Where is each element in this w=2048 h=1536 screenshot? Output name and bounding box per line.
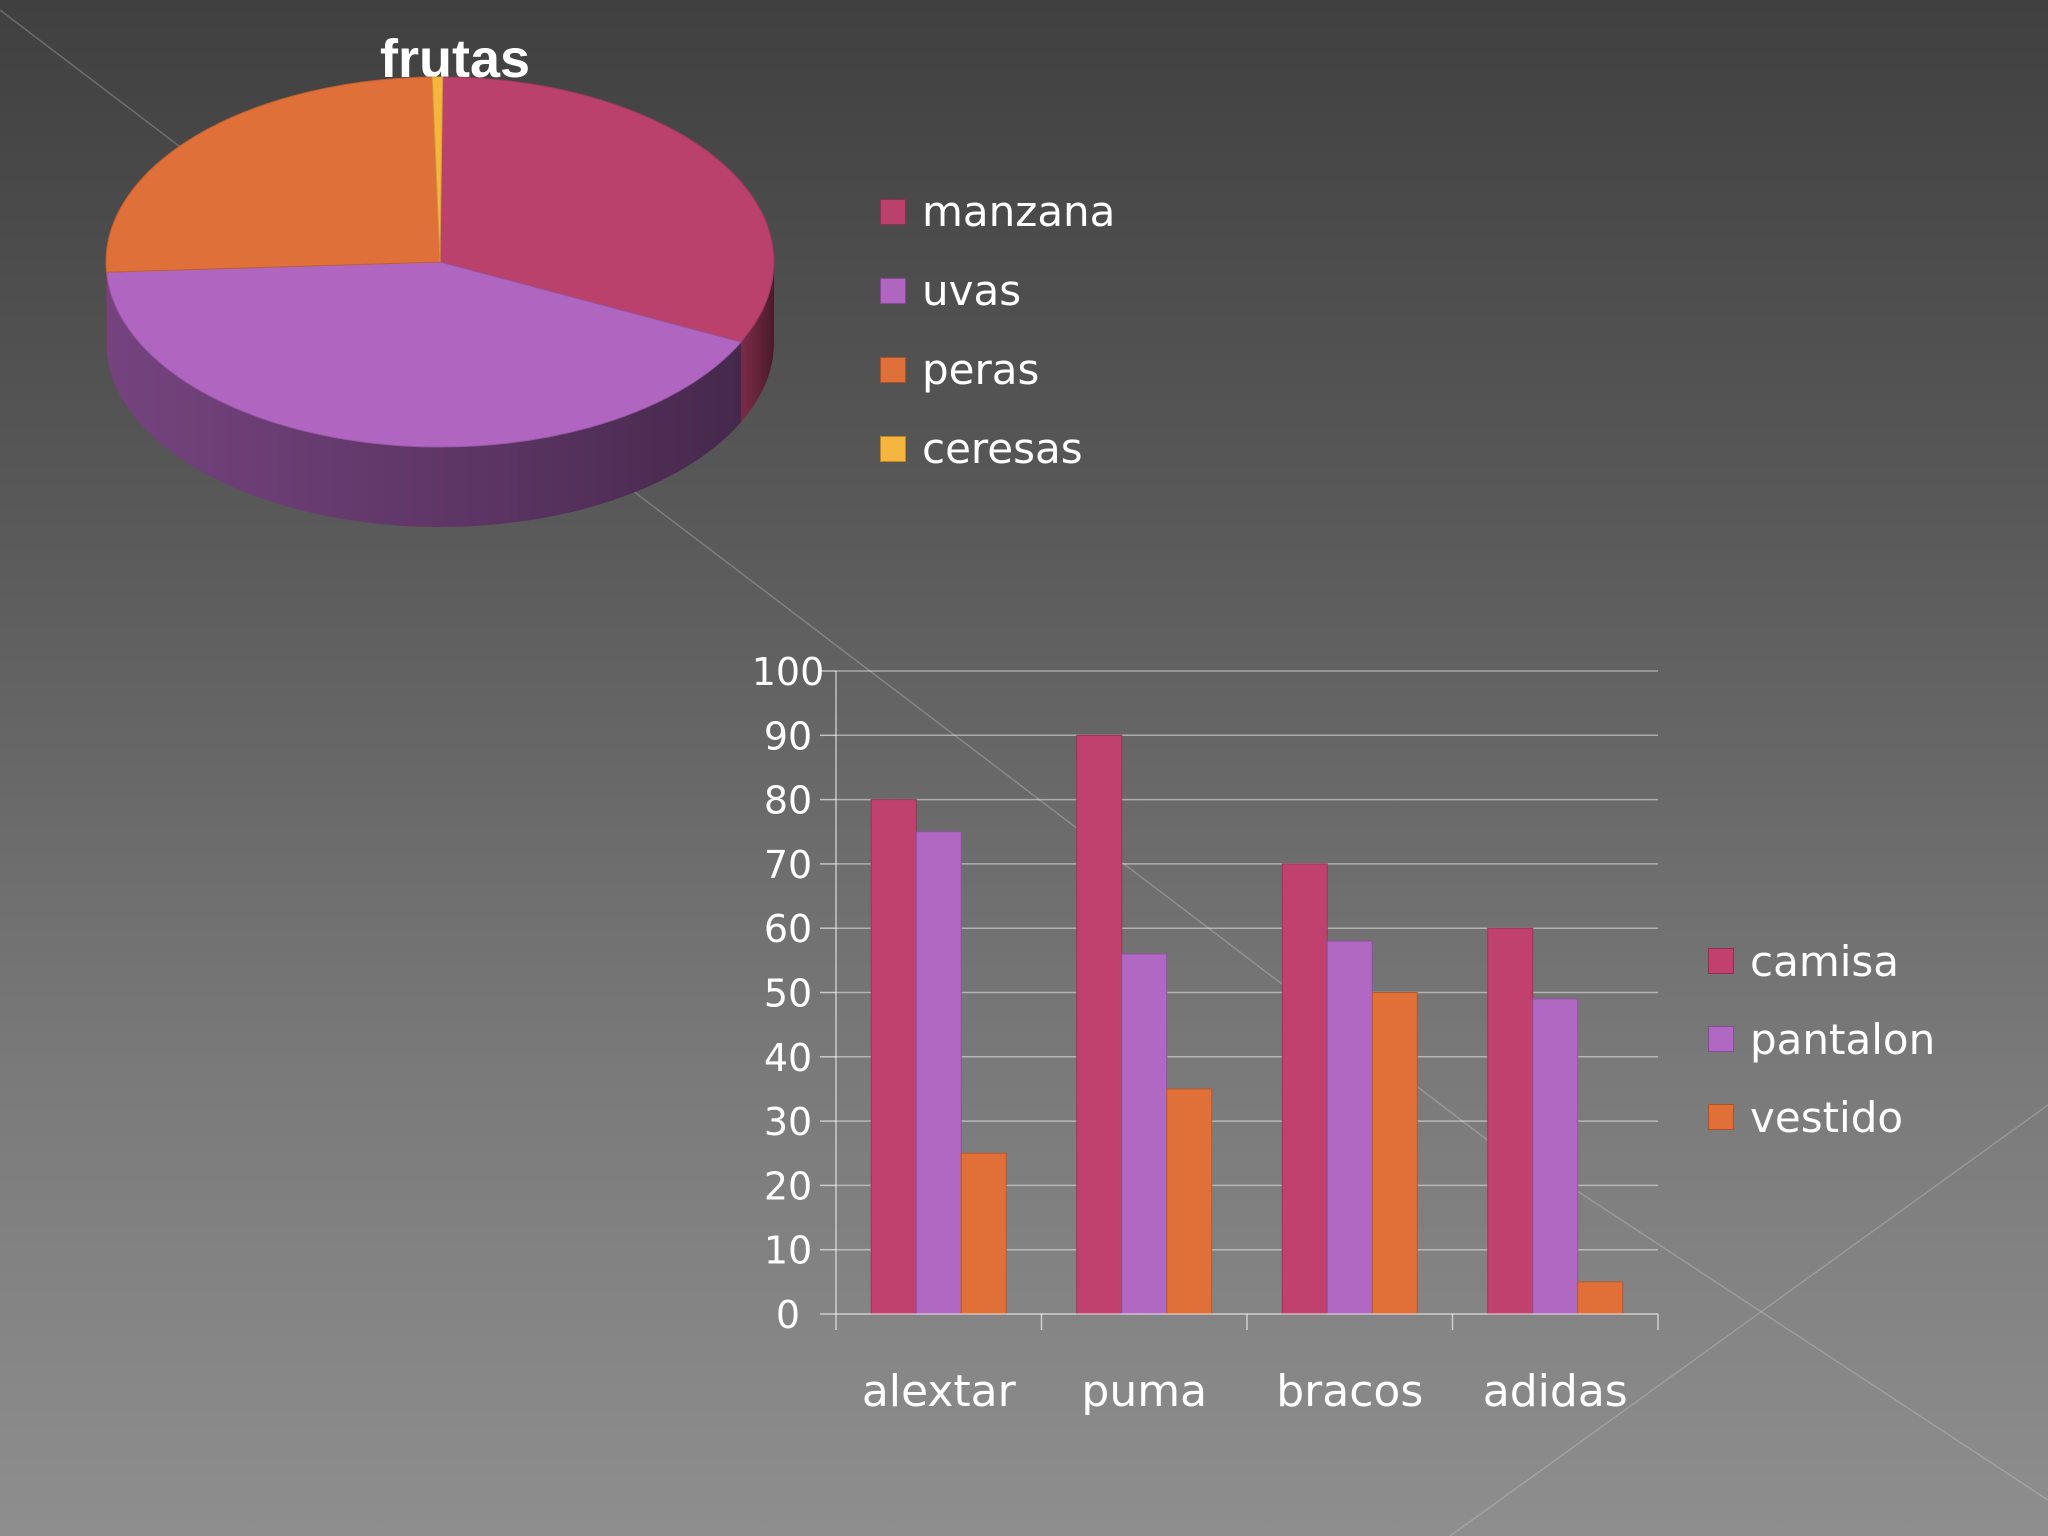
- x-tick-label-alextar: alextar: [862, 1366, 1017, 1417]
- pie-legend-item-uvas: uvas: [880, 251, 1115, 330]
- y-tick-label-30: 30: [764, 1100, 812, 1144]
- bar-legend-item-vestido: vestido: [1708, 1078, 1935, 1156]
- bar-legend-label: camisa: [1750, 936, 1900, 986]
- y-tick-label-0: 0: [776, 1293, 800, 1337]
- pie-legend-swatch: [880, 277, 906, 304]
- x-tick-label-puma: puma: [1081, 1366, 1207, 1417]
- x-tick-label-bracos: bracos: [1276, 1366, 1423, 1417]
- pie-slice-peras: [105, 76, 441, 273]
- y-tick-label-50: 50: [764, 972, 812, 1016]
- y-tick-label-40: 40: [764, 1036, 812, 1080]
- pie-slice-manzana: [439, 76, 775, 343]
- bar-legend-swatch: [1708, 948, 1734, 974]
- y-tick-label-100: 100: [752, 650, 825, 694]
- pie-side-shade-uvas: [106, 272, 742, 528]
- pie-legend: manzana uvas peras ceresas: [880, 172, 1115, 488]
- pie-slice-uvas: [105, 261, 742, 448]
- pie-side-shade-manzana: [741, 262, 775, 423]
- pie-slice-ceresas: [431, 76, 444, 263]
- y-tick-label-80: 80: [764, 779, 812, 823]
- y-tick-label-90: 90: [764, 714, 812, 758]
- bar-adidas-camisa: [1487, 927, 1534, 1315]
- pie-legend-swatch: [880, 435, 906, 462]
- bar-legend-label: pantalon: [1750, 1014, 1936, 1064]
- bar-puma-vestido: [1166, 1088, 1213, 1315]
- pie-legend-item-peras: peras: [880, 330, 1115, 409]
- bar-legend: camisa pantalon vestido: [1708, 922, 1935, 1156]
- x-tick-label-adidas: adidas: [1483, 1366, 1628, 1417]
- bar-puma-pantalon: [1121, 953, 1168, 1315]
- bar-legend-item-pantalon: pantalon: [1708, 1000, 1935, 1078]
- bar-bracos-camisa: [1281, 863, 1328, 1315]
- y-tick-label-20: 20: [764, 1164, 812, 1208]
- bar-bracos-vestido: [1371, 992, 1418, 1315]
- bar-adidas-vestido: [1577, 1281, 1624, 1315]
- bar-legend-swatch: [1708, 1026, 1734, 1052]
- bar-puma-camisa: [1076, 734, 1123, 1315]
- pie-legend-item-manzana: manzana: [880, 172, 1115, 251]
- bar-legend-swatch: [1708, 1104, 1734, 1130]
- y-tick-label-60: 60: [764, 907, 812, 951]
- pie-legend-item-ceresas: ceresas: [880, 409, 1115, 488]
- pie-legend-swatch: [880, 198, 906, 225]
- pie-side-shade-peras: [106, 262, 107, 353]
- bar-alextar-pantalon: [915, 831, 962, 1315]
- bar-legend-label: vestido: [1750, 1092, 1904, 1142]
- pie-legend-label: peras: [922, 345, 1040, 394]
- bar-legend-item-camisa: camisa: [1708, 922, 1935, 1000]
- y-tick-label-70: 70: [764, 843, 812, 887]
- bar-alextar-vestido: [960, 1152, 1007, 1315]
- pie-legend-label: uvas: [922, 266, 1022, 315]
- bar-alextar-camisa: [870, 799, 917, 1315]
- pie-legend-label: ceresas: [922, 424, 1083, 473]
- pie-legend-swatch: [880, 356, 906, 383]
- pie-legend-label: manzana: [922, 187, 1116, 236]
- bar-adidas-pantalon: [1532, 998, 1579, 1315]
- y-tick-label-10: 10: [764, 1229, 812, 1273]
- bar-bracos-pantalon: [1326, 940, 1373, 1315]
